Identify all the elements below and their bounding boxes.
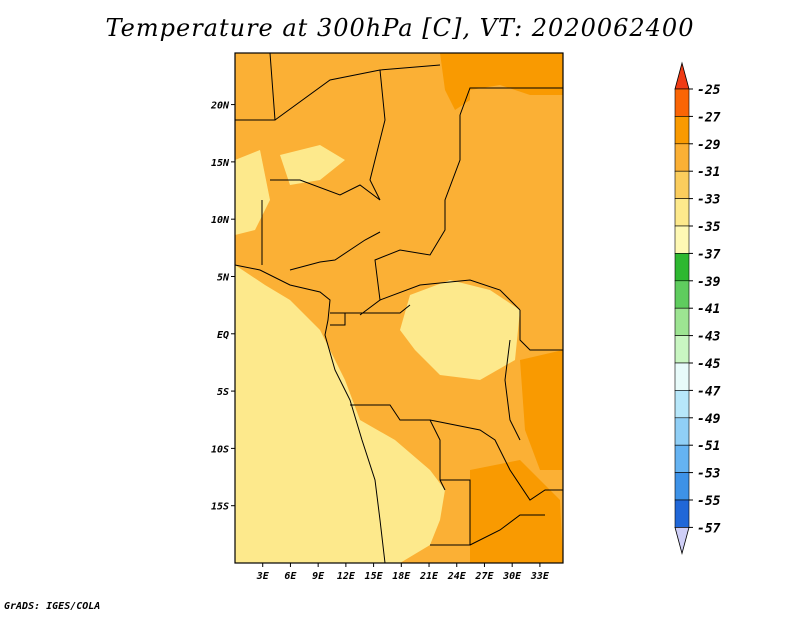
field-level-33-31-central bbox=[400, 280, 520, 380]
y-tick-label: 10N bbox=[211, 215, 230, 226]
field-level-33-31-southwest bbox=[235, 265, 445, 563]
colorbar-swatch bbox=[674, 143, 690, 172]
colorbar-swatch bbox=[674, 280, 690, 309]
colorbar-label: -55 bbox=[697, 494, 721, 509]
field-level-29-27-south bbox=[470, 460, 563, 563]
colorbar-swatch bbox=[674, 417, 690, 446]
colorbar-swatch bbox=[674, 362, 690, 391]
colorbar-swatch bbox=[674, 307, 690, 336]
colorbar-label: -57 bbox=[697, 521, 721, 536]
colorbar-label: -51 bbox=[697, 439, 720, 454]
map-frame bbox=[234, 52, 564, 564]
x-tick-label: 33E bbox=[530, 571, 550, 582]
field-level-33-31-north bbox=[280, 145, 345, 185]
y-tick-label: 10S bbox=[211, 444, 229, 455]
x-tick-label: 15E bbox=[365, 571, 384, 582]
y-tick-label: 15S bbox=[211, 502, 229, 513]
colorbar-label: -39 bbox=[697, 275, 721, 290]
colorbar-label: -49 bbox=[697, 412, 721, 427]
x-tick-label: 30E bbox=[502, 571, 522, 582]
y-tick-label: 20N bbox=[210, 101, 230, 112]
y-tick-label: 5N bbox=[217, 272, 230, 283]
colorbar-label: -53 bbox=[697, 467, 721, 482]
colorbar-label: -31 bbox=[697, 165, 720, 180]
colorbar-label: -43 bbox=[697, 330, 721, 345]
x-tick-label: 18E bbox=[392, 571, 411, 582]
colorbar-swatch bbox=[674, 225, 690, 254]
field-level-33-31-northwest bbox=[235, 150, 270, 235]
colorbar-swatch bbox=[674, 444, 690, 473]
country-borders bbox=[234, 52, 563, 564]
colorbar-swatch bbox=[674, 88, 690, 117]
colorbar-swatch bbox=[674, 499, 690, 528]
x-axis: 3E 6E 9E 12E 15E 18E 21E 24E 27E 30E 33E bbox=[256, 563, 550, 582]
colorbar-label: -27 bbox=[697, 110, 721, 125]
colorbar-label: -35 bbox=[697, 220, 721, 235]
colorbar-label: -25 bbox=[697, 83, 721, 98]
colorbar: -25 -27 -29 -31 -33 -35 -37 -39 -41 -43 -45 -47 -49 -… bbox=[674, 61, 721, 555]
colorbar-swatch bbox=[674, 390, 690, 419]
colorbar-swatch bbox=[674, 472, 690, 501]
field-level-29-27-east bbox=[520, 350, 563, 470]
grads-credit: GrADS: IGES/COLA bbox=[4, 601, 101, 612]
y-axis: 20N 15N 10N 5N EQ 5S 10S 15S bbox=[210, 101, 235, 513]
x-tick-label: 6E bbox=[284, 571, 297, 582]
colorbar-swatch bbox=[674, 335, 690, 364]
field-level-29-27-north bbox=[440, 53, 470, 110]
colorbar-label: -33 bbox=[697, 193, 721, 208]
colorbar-label: -37 bbox=[697, 247, 721, 262]
y-tick-label: 5S bbox=[217, 387, 229, 398]
x-tick-label: 27E bbox=[474, 571, 494, 582]
x-tick-label: 21E bbox=[419, 571, 439, 582]
colorbar-label: -47 bbox=[697, 384, 721, 399]
colorbar-swatch bbox=[674, 116, 690, 145]
colorbar-top-arrow bbox=[674, 61, 690, 90]
colorbar-label: -29 bbox=[697, 138, 721, 153]
x-tick-label: 12E bbox=[337, 571, 356, 582]
x-tick-label: 9E bbox=[312, 571, 325, 582]
x-tick-label: 24E bbox=[447, 571, 467, 582]
colorbar-label: -45 bbox=[697, 357, 721, 372]
colorbar-swatch bbox=[674, 198, 690, 227]
colorbar-label: -41 bbox=[697, 302, 720, 317]
y-tick-label: EQ bbox=[217, 330, 229, 341]
colorbar-swatch bbox=[674, 253, 690, 282]
map-panel bbox=[234, 52, 564, 564]
chart-title: Temperature at 300hPa [C], VT: 202006240… bbox=[105, 14, 695, 42]
field-level-29-27-northeast bbox=[470, 53, 563, 95]
colorbar-bottom-arrow bbox=[674, 527, 690, 555]
colorbar-swatch bbox=[674, 170, 690, 199]
x-tick-label: 3E bbox=[256, 571, 270, 582]
y-tick-label: 15N bbox=[211, 158, 230, 169]
